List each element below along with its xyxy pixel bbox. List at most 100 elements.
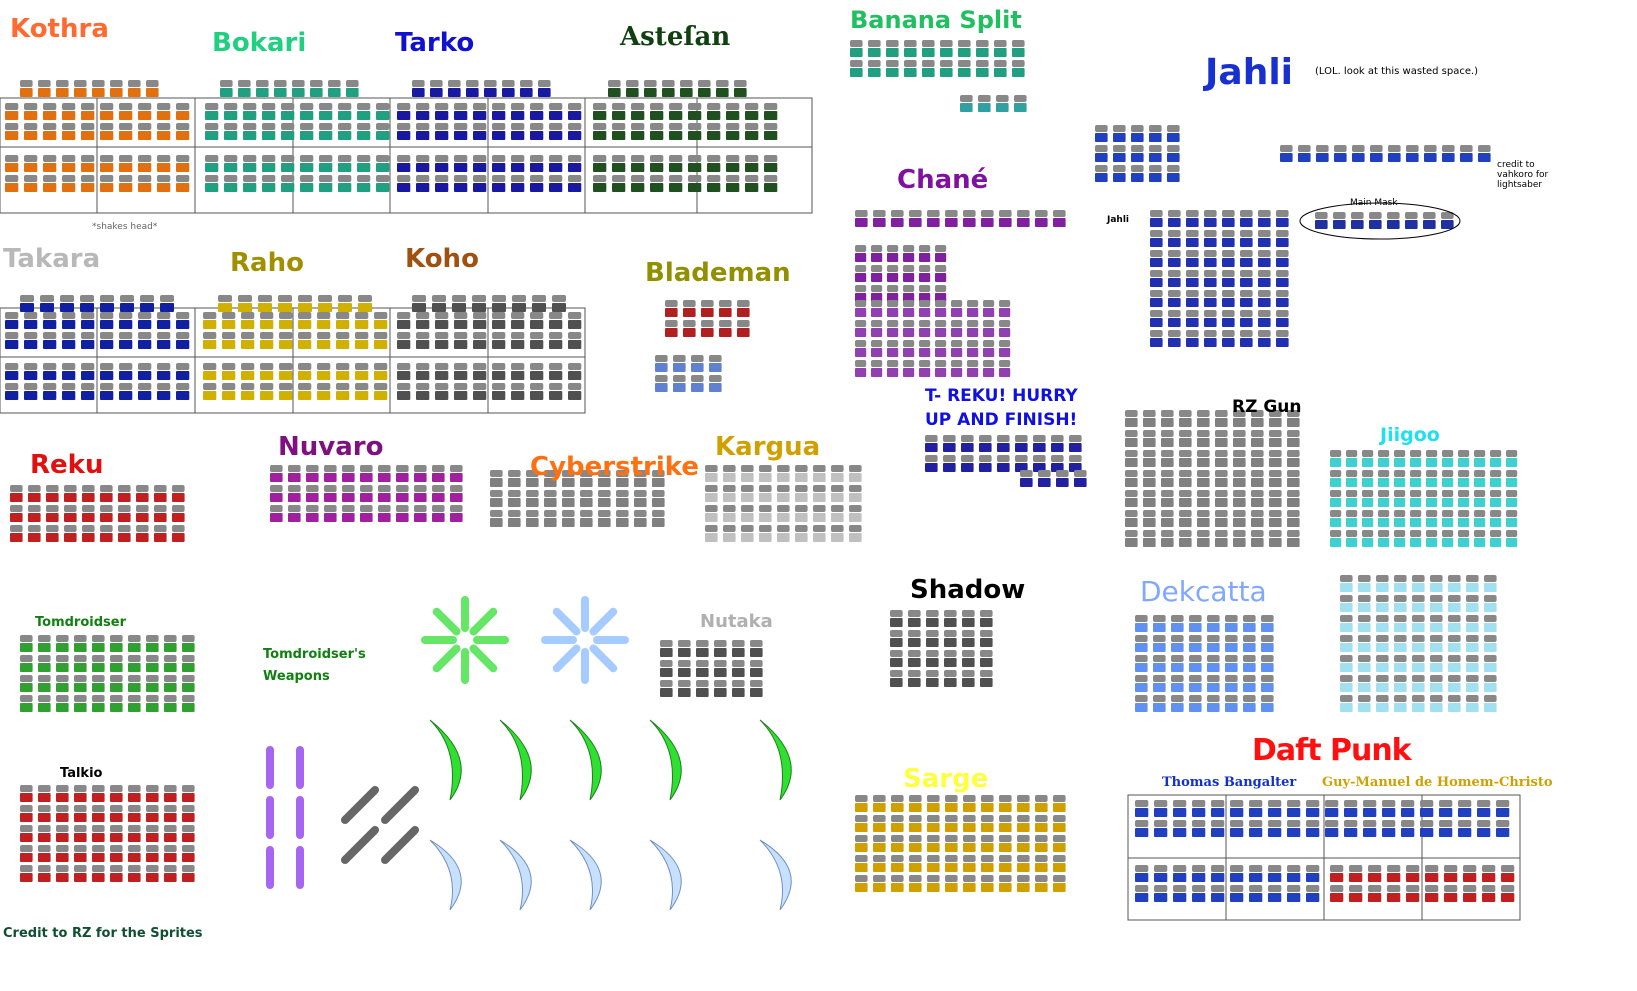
sprite [224,163,238,172]
sprite [1225,635,1238,642]
sprite [432,644,461,673]
sprite [873,218,886,227]
sprite [241,312,255,319]
sprite [1394,538,1406,547]
sprite [909,815,922,822]
sprite [1125,410,1138,417]
sprite [473,340,487,349]
sprite [1340,695,1353,702]
sprite [317,371,331,380]
sprite [980,678,993,687]
sprite [92,793,105,802]
sprite [709,363,722,372]
sprite [492,103,506,110]
sprite [1330,458,1342,467]
sprite [962,650,975,657]
sprite [1150,290,1163,297]
sprite [262,175,276,182]
sprite [1161,490,1174,497]
sprite [1349,873,1363,882]
sprite [908,658,921,667]
sprite [378,513,391,522]
sprite [1378,498,1390,507]
sprite [1458,820,1472,827]
sprite [1222,210,1235,217]
sprite [997,455,1010,462]
sprite [1230,808,1244,817]
sprite [1363,828,1377,837]
sprite [110,695,123,702]
sprite [100,505,113,512]
sprite [119,163,133,172]
sprite [1287,410,1300,417]
sprite [62,155,76,162]
sprite [1394,623,1407,632]
sprite [80,295,94,302]
sprite [705,473,718,482]
sprite [1135,893,1149,902]
sprite [1474,518,1486,527]
sprite [1258,230,1271,237]
sprite [279,363,293,370]
sprite [38,80,51,87]
sprite [20,873,33,882]
sprite [1442,145,1455,152]
sprite [81,320,95,329]
sprite [951,348,963,357]
sprite [873,875,886,882]
sprite [1333,212,1346,219]
sprite [502,80,515,87]
sprite [241,332,255,339]
sprite [1358,695,1371,702]
sprite [20,853,33,862]
sprite [726,163,740,172]
sprite [281,131,295,140]
sprite [737,300,750,307]
sprite [1439,800,1453,807]
sprite [241,391,255,400]
sprite [723,493,736,502]
sprite [164,655,177,662]
sprite [530,371,544,380]
sprite [922,48,935,57]
sprite [1490,538,1502,547]
sprite [1125,450,1138,457]
sprite [925,463,938,472]
sprite [979,463,992,472]
sprite [1261,703,1274,712]
sprite [1113,125,1126,132]
sprite [673,383,686,392]
sprite [157,312,171,319]
sprite [903,273,915,282]
sprite [38,873,51,882]
sprite [338,103,352,110]
sprite [1189,703,1202,712]
sprite [1448,615,1461,622]
sprite [696,668,709,677]
label: Shadow [910,575,1026,605]
sprite [1192,893,1206,902]
sprite [360,473,373,482]
sprite [1173,800,1187,807]
sprite [1171,655,1184,662]
sprite [1394,643,1407,652]
sprite [1243,635,1256,642]
sprite [999,308,1011,317]
sprite [943,455,956,462]
sprite [1394,490,1406,497]
sprite [890,670,903,677]
sprite [298,303,312,312]
sprite [1251,518,1264,527]
sprite [1204,278,1217,287]
sprite [1269,518,1282,527]
sprite [922,60,935,67]
sprite [508,470,521,477]
sprite [176,363,190,370]
sprite [1230,800,1244,807]
sprite [454,312,468,319]
sprite [1053,855,1066,862]
sprite [1426,510,1438,517]
sprite [1240,218,1253,227]
sprite [660,688,673,697]
sprite [448,80,461,87]
